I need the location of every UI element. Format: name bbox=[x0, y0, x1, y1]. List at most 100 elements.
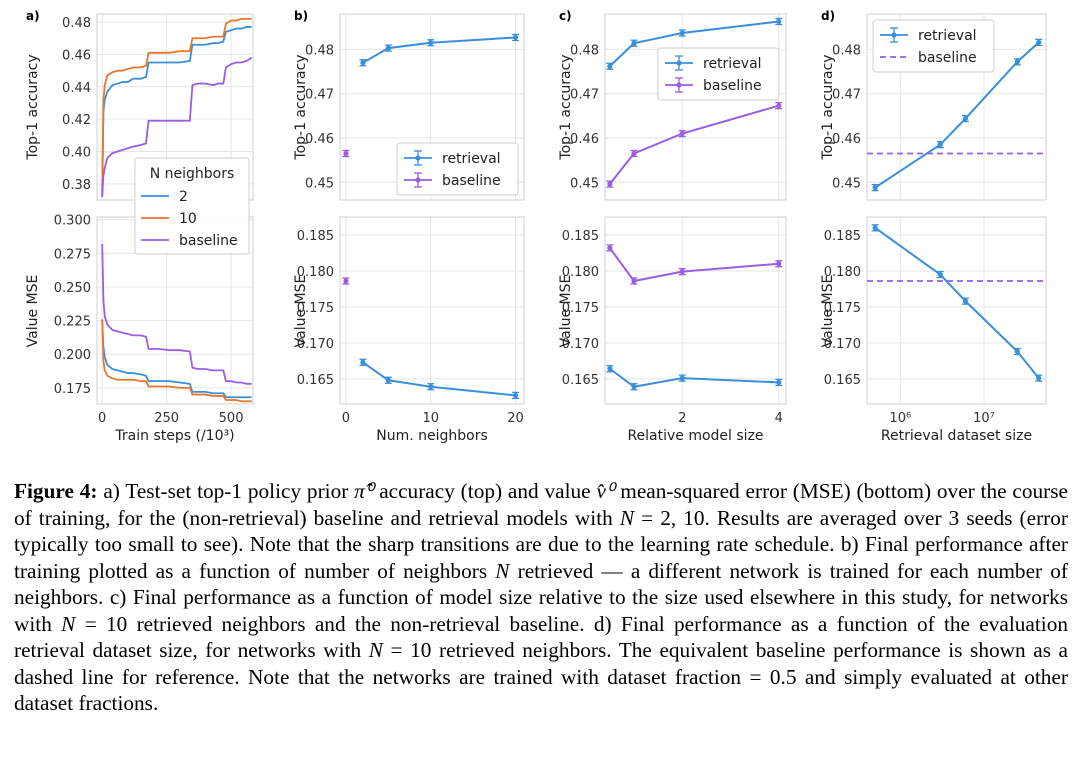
y-axis-label: Top-1 accuracy bbox=[820, 54, 836, 160]
y-tick-label: 0.165 bbox=[297, 373, 334, 388]
x-tick-label: 2 bbox=[678, 411, 686, 426]
legend-label: 2 bbox=[179, 189, 188, 205]
legend-label: baseline bbox=[703, 78, 762, 94]
y-tick-label: 0.200 bbox=[54, 348, 91, 363]
x-axis-label: Relative model size bbox=[627, 428, 763, 444]
data-point bbox=[679, 30, 685, 36]
series-line bbox=[101, 243, 252, 385]
series-2 bbox=[101, 320, 252, 399]
y-tick-label: 0.47 bbox=[570, 88, 599, 103]
data-point bbox=[937, 142, 943, 148]
caption-text: = 10 retrieved neighbors. The equivalent… bbox=[14, 638, 1069, 715]
data-point bbox=[1036, 375, 1042, 381]
y-tick-label: 0.47 bbox=[832, 88, 861, 103]
y-tick-label: 0.300 bbox=[54, 214, 91, 229]
caption-text: = 2, 10. Results are averaged over 3 see… bbox=[14, 505, 1068, 583]
y-tick-label: 0.165 bbox=[824, 373, 861, 388]
y-tick-label: 0.165 bbox=[562, 373, 599, 388]
data-point bbox=[428, 40, 434, 46]
axes-border bbox=[339, 13, 525, 201]
axes-border bbox=[604, 216, 787, 405]
data-point bbox=[776, 18, 782, 25]
panel-label: c) bbox=[559, 9, 572, 23]
data-point bbox=[428, 384, 434, 390]
y-tick-label: 0.250 bbox=[54, 281, 91, 296]
legend-label: baseline bbox=[442, 173, 501, 189]
caption-math: N bbox=[61, 611, 76, 636]
data-point bbox=[631, 40, 637, 46]
series-10 bbox=[101, 17, 252, 197]
series-retrieval bbox=[606, 365, 783, 391]
figure-caption: Figure 4: a) Test-set top-1 policy prior… bbox=[14, 478, 1068, 717]
y-tick-label: 0.42 bbox=[62, 113, 91, 128]
panel-a: a) 0.38 0.40 0.42 0.44 0.46 0.48 Top-1 accuracy… bbox=[25, 9, 254, 444]
data-point bbox=[343, 278, 349, 284]
series-baseline bbox=[101, 56, 253, 197]
figure-label: Figure 4: bbox=[14, 479, 98, 503]
series-baseline bbox=[101, 243, 252, 385]
panel-label: d) bbox=[821, 9, 835, 23]
data-point bbox=[343, 150, 349, 157]
y-tick-label: 0.180 bbox=[824, 265, 861, 280]
series-line bbox=[101, 56, 253, 197]
y-tick-label: 0.48 bbox=[570, 43, 599, 58]
x-tick-label: 10⁶ bbox=[889, 411, 911, 426]
series-line bbox=[609, 20, 779, 67]
y-tick-label: 0.180 bbox=[562, 265, 599, 280]
series-2 bbox=[101, 26, 252, 197]
y-tick-label: 0.170 bbox=[562, 337, 599, 352]
y-tick-label: 0.45 bbox=[305, 176, 334, 191]
y-tick-label: 0.46 bbox=[832, 132, 861, 147]
axes-border bbox=[866, 216, 1047, 405]
data-point bbox=[962, 298, 969, 304]
caption-text: a) Test-set top-1 policy prior bbox=[97, 479, 355, 503]
axes-frame bbox=[866, 216, 1047, 405]
data-point bbox=[776, 103, 782, 109]
y-tick-label: 0.175 bbox=[824, 301, 861, 316]
series-baseline bbox=[342, 277, 350, 285]
x-axis-label: Retrieval dataset size bbox=[881, 428, 1032, 444]
panel-label: a) bbox=[26, 9, 40, 23]
caption-text: accuracy (top) and value bbox=[373, 479, 597, 503]
y-tick-label: 0.170 bbox=[824, 337, 861, 352]
y-axis-label: Top-1 accuracy bbox=[558, 54, 574, 160]
data-point bbox=[607, 181, 613, 187]
series-line bbox=[609, 247, 779, 283]
data-point bbox=[937, 271, 943, 278]
y-tick-label: 0.44 bbox=[62, 81, 91, 96]
y-tick-label: 0.170 bbox=[297, 337, 334, 352]
data-point bbox=[776, 379, 782, 386]
legend-marker bbox=[676, 82, 682, 88]
x-tick-label: 10 bbox=[422, 411, 439, 426]
y-tick-label: 0.175 bbox=[297, 301, 334, 316]
data-point bbox=[679, 269, 685, 275]
y-tick-label: 0.175 bbox=[562, 301, 599, 316]
series-line bbox=[362, 361, 516, 397]
data-point bbox=[385, 45, 391, 51]
data-point bbox=[776, 261, 782, 267]
series-line bbox=[101, 26, 252, 197]
y-tick-label: 0.48 bbox=[832, 43, 861, 58]
panel-label: b) bbox=[294, 9, 308, 23]
axes-frame bbox=[339, 216, 525, 405]
legend-marker bbox=[676, 60, 682, 66]
series-retrieval bbox=[359, 33, 520, 67]
data-point bbox=[679, 130, 685, 137]
x-tick-label: 4 bbox=[775, 411, 783, 426]
legend: retrieval baseline bbox=[396, 142, 519, 196]
data-point bbox=[1014, 59, 1020, 65]
legend-label: 10 bbox=[179, 211, 197, 227]
series-line bbox=[609, 367, 779, 388]
legend-marker bbox=[415, 155, 421, 161]
series-line bbox=[101, 320, 252, 399]
series-retrieval bbox=[606, 17, 783, 70]
legend-marker bbox=[891, 32, 897, 38]
series-retrieval bbox=[871, 224, 1043, 382]
series-retrieval bbox=[871, 38, 1043, 192]
axes-border bbox=[604, 13, 787, 201]
y-axis-label: Value MSE bbox=[293, 275, 309, 348]
legend: retrieval baseline bbox=[872, 19, 995, 73]
